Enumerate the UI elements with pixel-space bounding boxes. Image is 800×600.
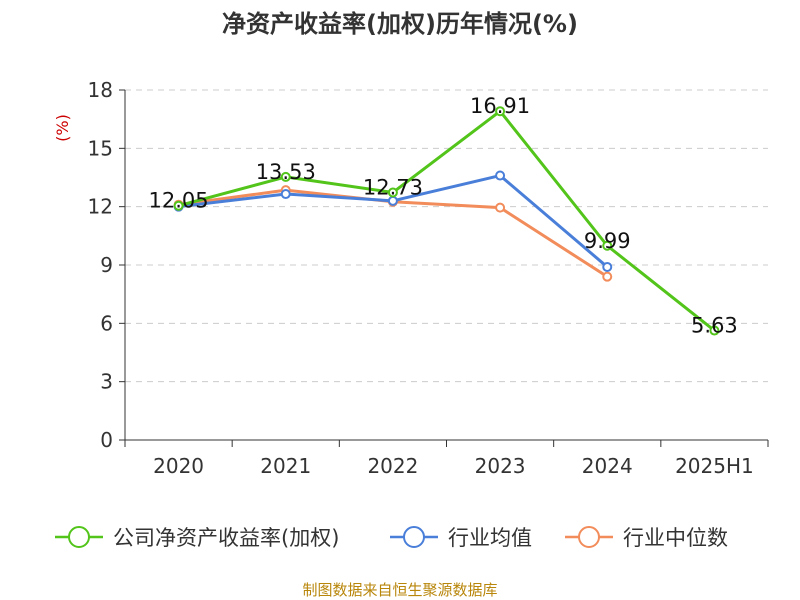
series-line-0 [178,109,716,332]
data-label-2: 12.73 [363,175,423,199]
series-group [173,106,720,336]
legend-label-1: 行业均值 [448,526,532,550]
series-0-point-4 [602,240,613,251]
series-2-point-3 [495,202,506,213]
data-label-4: 9.99 [584,229,631,253]
y-tick-label-0: 0 [100,428,113,452]
data-label-3: 16.91 [470,94,530,118]
source-note: 制图数据来自恒生聚源数据库 [302,581,497,599]
series-2-point-4 [602,271,613,282]
data-labels: 12.05 13.53 12.73 16.91 9.99 5.63 [149,94,738,337]
x-tick-label-2025H1: 2025H1 [675,454,754,478]
series-0-point-5 [709,325,720,336]
data-label-1: 13.53 [256,160,316,184]
chart-title: 净资产收益率(加权)历年情况(%) [222,10,578,38]
legend-marker-1 [403,526,425,548]
series-1-point-1 [280,189,291,200]
legend-label-0: 公司净资产收益率(加权) [113,526,339,550]
y-tick-label-12: 12 [88,195,113,219]
series-1-point-3 [495,170,506,181]
y-tick-label-9: 9 [100,253,113,277]
series-1-point-4 [602,261,613,272]
x-tick-label-2021: 2021 [260,454,311,478]
x-tick-label-2024: 2024 [582,454,633,478]
grid [125,89,768,383]
x-tick-label-2023: 2023 [475,454,526,478]
series-0-point-0 [173,200,184,211]
data-label-5: 5.63 [691,314,738,338]
legend: 公司净资产收益率(加权) 行业均值 行业中位数 [55,526,728,550]
axes: 0 3 6 9 12 15 18 2020 2021 2022 2023 2024 2025H1 [88,78,769,478]
x-tick-label-2020: 2020 [153,454,204,478]
y-tick-label-3: 3 [100,370,113,394]
x-tick-label-2022: 2022 [367,454,418,478]
legend-label-2: 行业中位数 [623,526,728,550]
y-tick-label-15: 15 [88,136,113,160]
series-0-point-1 [280,171,291,182]
y-axis-unit: (%) [53,114,72,142]
y-tick-label-6: 6 [100,311,113,335]
data-label-0: 12.05 [149,189,209,213]
series-0-point-2 [387,187,398,198]
series-0-point-3 [495,106,506,117]
y-tick-label-18: 18 [88,78,113,102]
legend-marker-0 [68,526,90,548]
legend-marker-2 [578,526,600,548]
